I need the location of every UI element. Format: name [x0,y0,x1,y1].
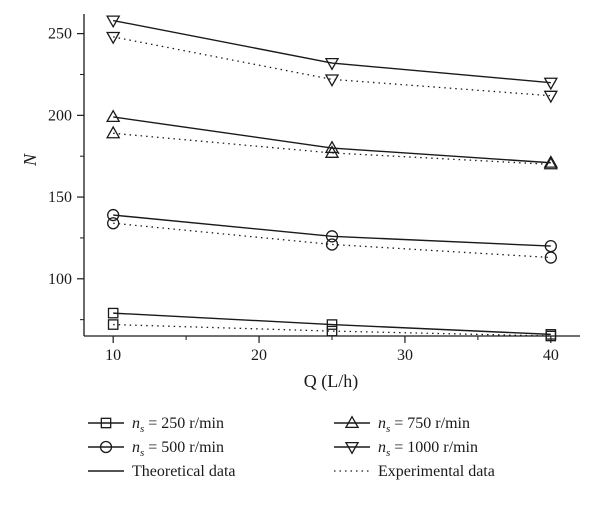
legend-label-theoretical: Theoretical data [132,463,236,480]
theoretical-line-square [113,312,551,336]
legend-label-experimental: Experimental data [378,463,495,480]
experimental-line-circle [113,222,551,259]
theoretical-line-triangle-down [113,19,551,84]
theoretical-point-triangle-down [106,15,121,29]
y-tick-label: 100 [48,271,72,288]
legend-marker-circle [99,440,113,454]
experimental-point-triangle-up [106,125,121,139]
x-tick-label: 10 [105,347,121,364]
theoretical-point-triangle-up [543,155,558,168]
theoretical-point-square [326,319,338,330]
y-axis-label: N [20,153,40,167]
legend-label-triangle-down: ns = 1000 r/min [378,439,478,459]
experimental-point-circle [544,251,557,264]
plot-area [106,15,558,342]
theoretical-line-circle [113,214,551,247]
x-axis-label: Q (L/h) [304,371,358,392]
theoretical-line-triangle-up [113,116,551,164]
legend-marker-triangle-up [344,415,360,429]
legend-label-square: ns = 250 r/min [132,415,224,435]
legend-label-triangle-up: ns = 750 r/min [378,415,470,435]
experimental-line-square [113,323,551,337]
theoretical-point-circle [107,208,120,222]
legend-marker-square [100,417,112,429]
experimental-line-triangle-down [113,36,551,97]
experimental-point-triangle-up [543,156,558,170]
experimental-point-circle [325,238,339,251]
y-tick-label: 200 [48,107,72,124]
legend-marker-triangle-down [344,441,360,455]
theoretical-point-triangle-up [324,140,340,154]
experimental-point-triangle-up [324,145,340,158]
theoretical-point-square [107,307,119,319]
y-tick-label: 250 [48,26,72,43]
x-tick-label: 30 [397,347,413,364]
theoretical-point-triangle-down [324,57,340,71]
experimental-point-square [107,319,119,330]
experimental-point-triangle-down [106,31,121,45]
theoretical-point-triangle-down [543,77,558,91]
theoretical-point-circle [325,230,339,243]
legend-label-circle: ns = 500 r/min [132,439,224,459]
legend: ns = 250 r/min ns = 750 r/min ns = 500 r/m… [88,415,495,480]
theoretical-point-triangle-up [106,109,121,123]
experimental-point-triangle-down [324,74,340,88]
experimental-point-circle [107,217,120,230]
axes: 10 20 30 40 100 150 200 250 [48,14,580,364]
y-tick-label: 150 [48,189,72,206]
experimental-line-triangle-up [113,132,551,166]
x-tick-label: 20 [251,347,267,364]
experimental-point-triangle-down [543,90,558,104]
x-tick-label: 40 [543,347,559,364]
